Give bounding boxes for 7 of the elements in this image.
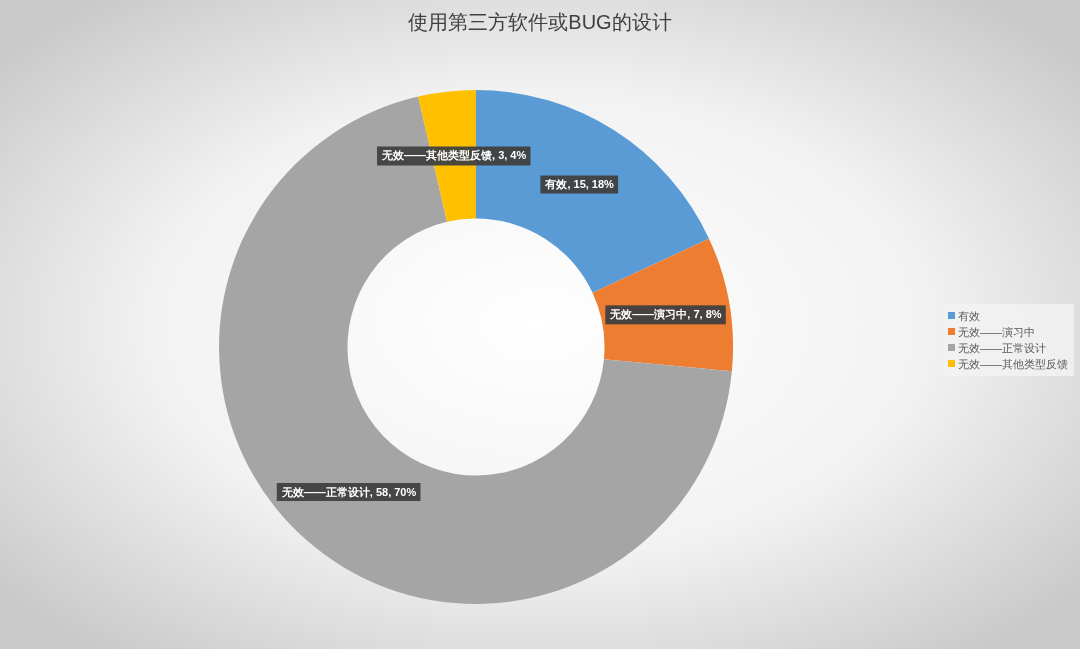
legend-label: 无效——正常设计 [958,342,1046,354]
legend-label: 有效 [958,310,980,322]
data-label: 有效, 15, 18% [544,178,615,191]
title: 使用第三方软件或BUG的设计 [408,11,672,33]
legend-label: 无效——演习中 [958,326,1035,338]
data-label: 无效——正常设计, 58, 70% [280,486,417,499]
legend-label: 无效——其他类型反馈 [958,358,1068,370]
